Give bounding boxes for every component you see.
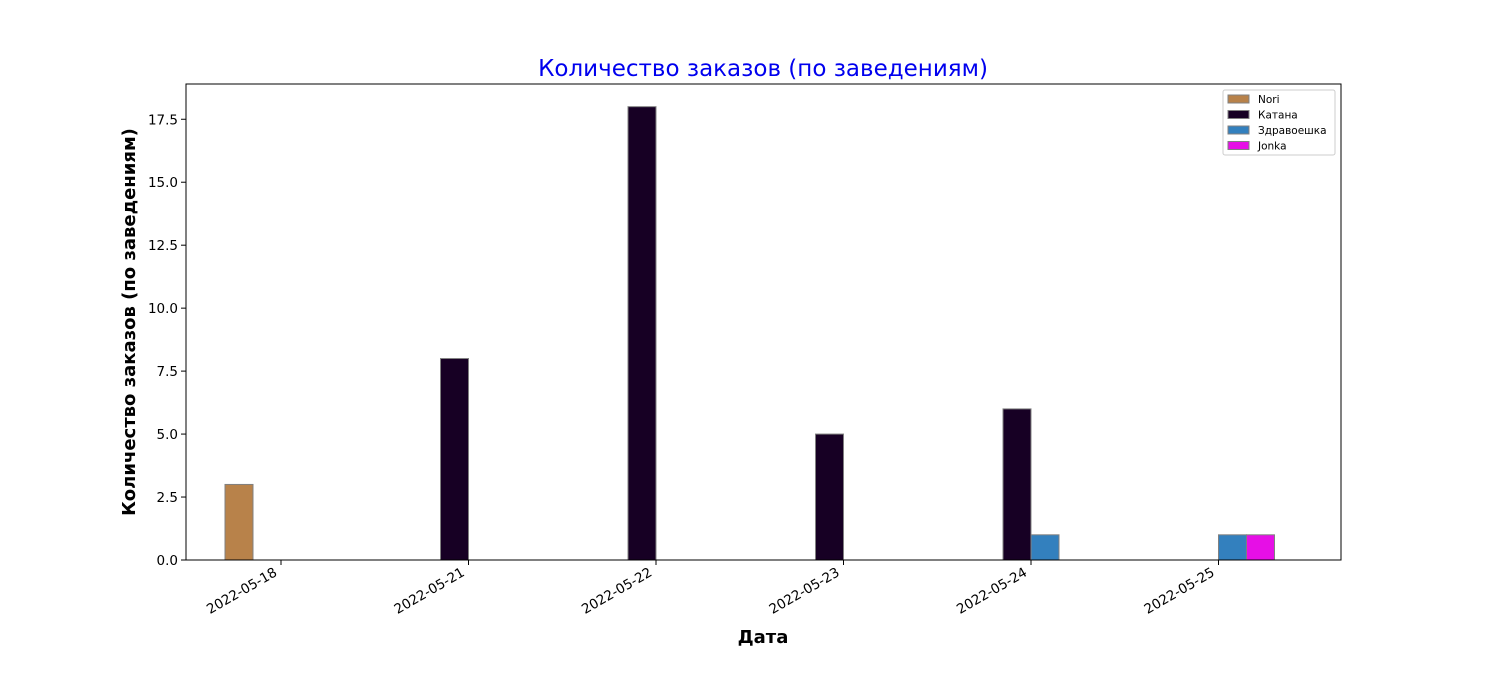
- legend-box: [1222, 89, 1336, 156]
- bar: [815, 433, 844, 561]
- x-tick-label: 2022-05-25: [1142, 565, 1218, 618]
- legend-swatch: [1227, 110, 1250, 119]
- x-tick-label: 2022-05-23: [767, 565, 843, 618]
- bar: [627, 106, 657, 561]
- legend-swatch: [1227, 94, 1250, 104]
- legend-swatch: [1227, 125, 1250, 135]
- chart-title: Количество заказов (по заведениям): [538, 56, 988, 82]
- legend-swatch: [1227, 141, 1250, 150]
- y-axis-label: Количество заказов (по заведениям): [119, 128, 140, 516]
- bar: [1002, 408, 1032, 561]
- bar: [1218, 534, 1247, 561]
- bars-group: [224, 106, 1275, 561]
- x-tick-label: 2022-05-21: [392, 565, 468, 618]
- legend-label: Катана: [1258, 110, 1298, 122]
- bar: [224, 483, 254, 561]
- y-tick-label: 10.0: [148, 301, 178, 317]
- x-tick-label: 2022-05-18: [204, 565, 280, 618]
- x-axis-label: Дата: [738, 627, 789, 648]
- x-axis: 2022-05-18 2022-05-21 2022-05-22 2022-05-23…: [204, 560, 1219, 618]
- y-axis: 0.0 2.5 5.0 7.5 10.0 12.5 15.0 17.5: [148, 112, 186, 569]
- bar: [1246, 534, 1275, 561]
- x-tick-label: 2022-05-22: [579, 565, 655, 618]
- y-tick-label: 5.0: [157, 427, 178, 443]
- legend: Nori Катана Здравоешка Jonka: [1222, 89, 1336, 156]
- bar: [1030, 534, 1060, 561]
- legend-label: Здравоешка: [1258, 125, 1327, 137]
- y-tick-label: 7.5: [157, 364, 178, 380]
- legend-label: Nori: [1258, 94, 1280, 106]
- y-tick-label: 12.5: [148, 238, 178, 254]
- bar: [440, 358, 469, 561]
- legend-label: Jonka: [1257, 141, 1287, 153]
- y-tick-label: 0.0: [157, 553, 178, 569]
- y-tick-label: 17.5: [148, 112, 178, 128]
- x-tick-label: 2022-05-24: [954, 565, 1030, 618]
- plot-frame: [185, 83, 1342, 561]
- y-tick-label: 2.5: [157, 490, 178, 506]
- y-tick-label: 15.0: [148, 175, 178, 191]
